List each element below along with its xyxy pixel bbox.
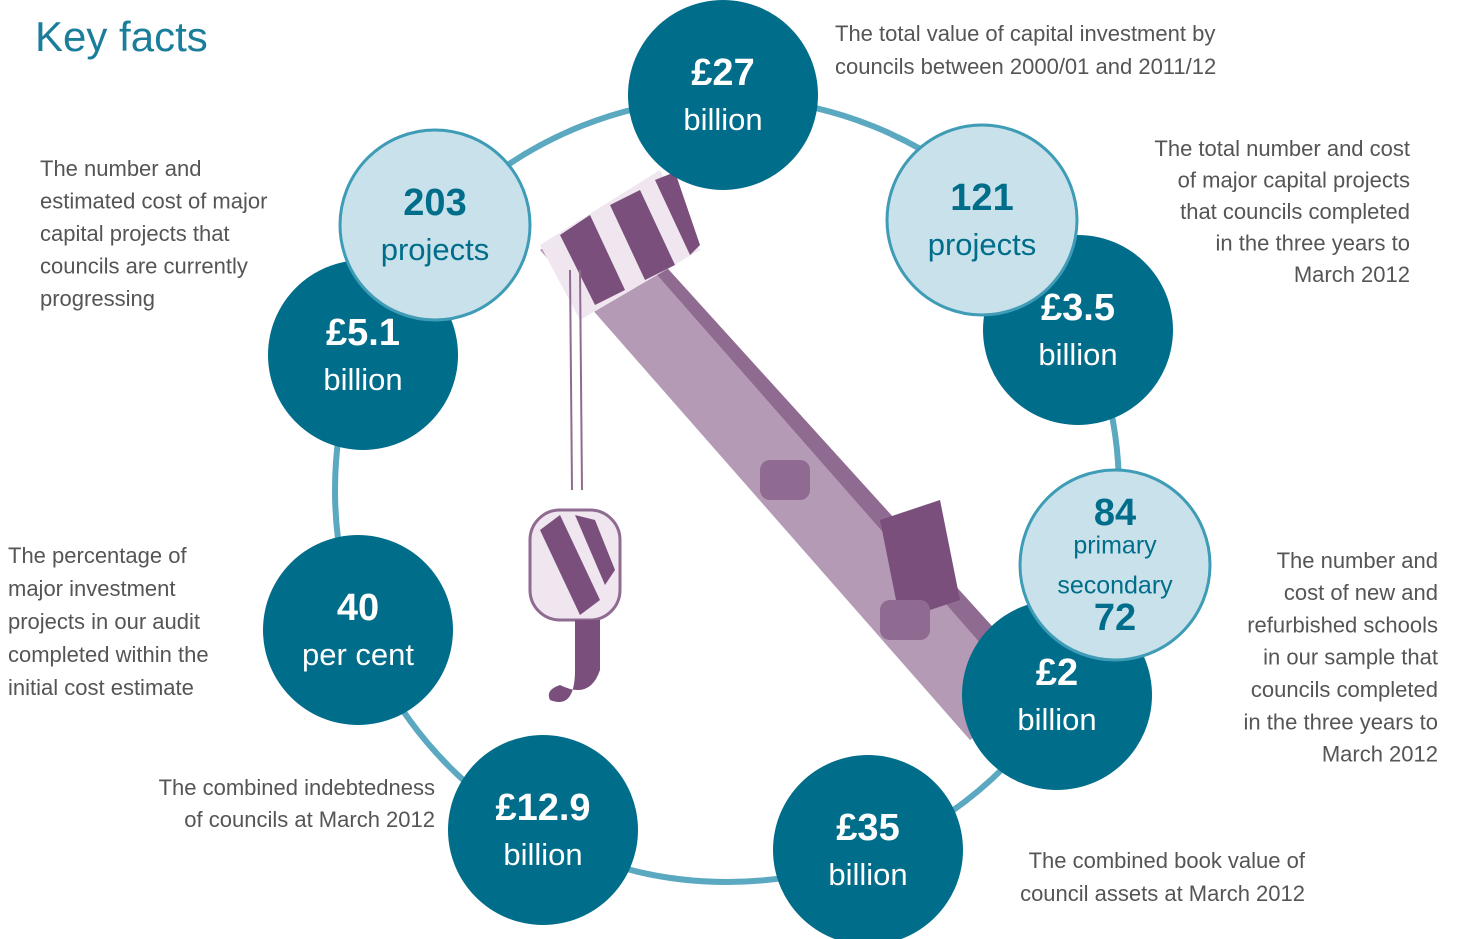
crane	[528, 170, 1050, 740]
fact-description: capital projects that	[40, 221, 230, 246]
figure-value: £3.5	[1041, 287, 1115, 329]
figure-value: 121	[950, 177, 1013, 219]
page-title: Key facts	[35, 13, 208, 60]
dark-circle	[263, 535, 453, 725]
figure-unit: billion	[503, 837, 582, 872]
figure-unit: billion	[1017, 702, 1096, 737]
figure-value: 84	[1094, 492, 1136, 534]
fact-description: completed within the	[8, 642, 209, 667]
fact-description: councils between 2000/01 and 2011/12	[835, 54, 1216, 79]
figure-unit: billion	[828, 857, 907, 892]
fact-description: of councils at March 2012	[184, 807, 435, 832]
figure-unit: billion	[1038, 337, 1117, 372]
fact-description: The number and	[1277, 548, 1438, 573]
light-circle	[1018, 468, 1212, 662]
fact-description: The number and	[40, 156, 201, 181]
light-circle	[338, 128, 532, 322]
fact-description: refurbished schools	[1247, 612, 1438, 637]
fact-description: The combined book value of	[1029, 848, 1306, 873]
figure-unit: secondary	[1057, 572, 1173, 600]
fact-description: in the three years to	[1244, 709, 1438, 734]
figure-value: 203	[403, 182, 466, 224]
figure-unit: projects	[928, 227, 1037, 262]
figure-value: £2	[1036, 652, 1078, 694]
fact-description: The total number and cost	[1154, 136, 1410, 161]
fact-description: of major capital projects	[1178, 167, 1410, 192]
fact-description: councils completed	[1251, 677, 1438, 702]
dark-circle	[628, 0, 818, 190]
figure-unit: billion	[323, 362, 402, 397]
fact-description: The combined indebtedness	[159, 775, 435, 800]
fact-description: March 2012	[1322, 742, 1438, 767]
fact-description: initial cost estimate	[8, 675, 194, 700]
fact-description: progressing	[40, 286, 155, 311]
fact-description: council assets at March 2012	[1020, 881, 1305, 906]
figure-value: £12.9	[495, 787, 590, 829]
figure-unit: primary	[1073, 532, 1157, 560]
fact-description: that councils completed	[1180, 199, 1410, 224]
fact-description: The total value of capital investment by	[835, 21, 1215, 46]
figure-unit: projects	[381, 232, 490, 267]
figure-unit: billion	[683, 102, 762, 137]
fact-description: The percentage of	[8, 543, 187, 568]
fact-description: in the three years to	[1216, 230, 1410, 255]
figure-value: 40	[337, 587, 379, 629]
fact-description: March 2012	[1294, 262, 1410, 287]
fact-description: estimated cost of major	[40, 188, 267, 213]
fact-description: councils are currently	[40, 253, 248, 278]
figure-unit: per cent	[302, 637, 414, 672]
dark-circle	[773, 755, 963, 939]
fact-description: major investment	[8, 576, 176, 601]
fact-description: cost of new and	[1284, 580, 1438, 605]
figure-value: 72	[1094, 597, 1136, 639]
figure-value: £35	[836, 807, 899, 849]
light-circle	[885, 123, 1079, 317]
figure-value: £27	[691, 52, 754, 94]
figure-value: £5.1	[326, 312, 400, 354]
dark-circle	[448, 735, 638, 925]
fact-description: in our sample that	[1263, 645, 1438, 670]
fact-description: projects in our audit	[8, 609, 200, 634]
